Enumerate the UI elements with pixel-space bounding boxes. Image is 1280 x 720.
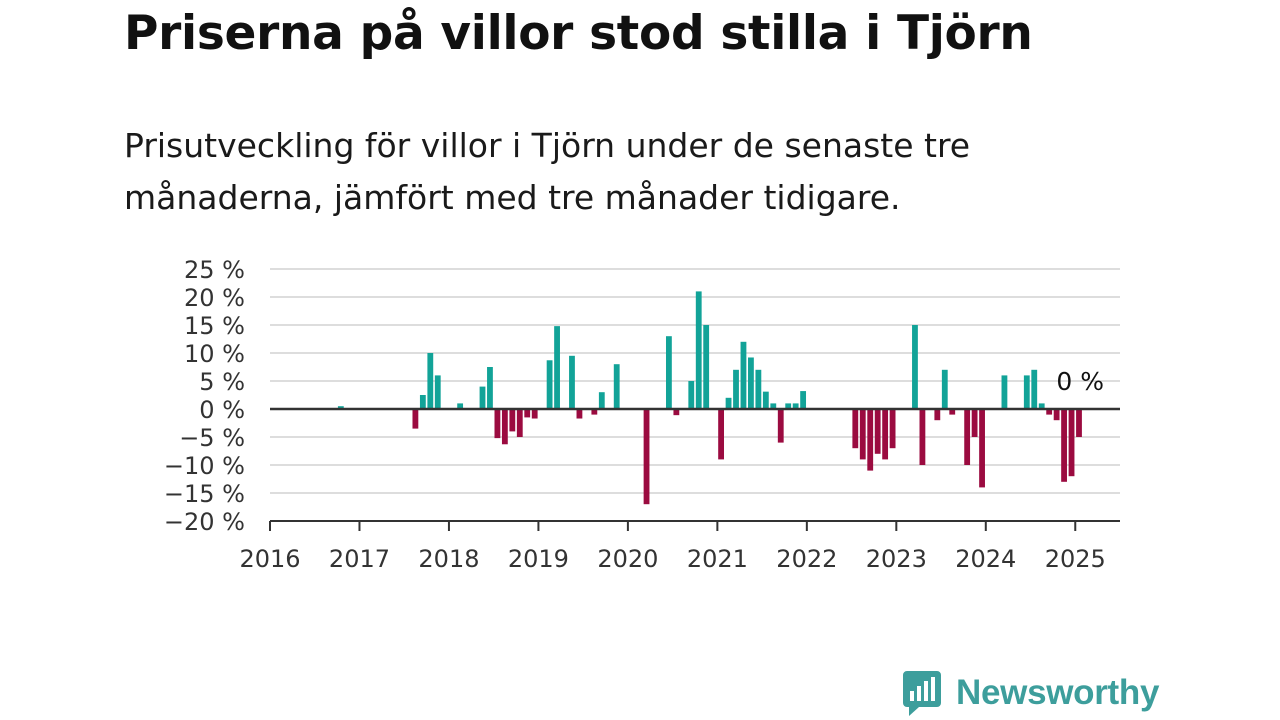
x-tick-label: 2021 bbox=[687, 545, 748, 573]
bar bbox=[501, 409, 508, 445]
bar bbox=[509, 409, 516, 432]
bar bbox=[531, 409, 538, 419]
bar bbox=[591, 409, 598, 415]
bar bbox=[688, 381, 695, 409]
bar bbox=[554, 326, 560, 409]
bar bbox=[1001, 375, 1008, 409]
bar bbox=[412, 409, 419, 429]
bar bbox=[479, 386, 486, 409]
x-tick-label: 2020 bbox=[597, 545, 658, 573]
bar bbox=[785, 403, 792, 409]
bar bbox=[1023, 375, 1030, 409]
bar bbox=[919, 409, 926, 465]
y-tick-label: −10 % bbox=[164, 452, 245, 480]
bar bbox=[643, 409, 650, 505]
bar bbox=[912, 325, 918, 409]
bar bbox=[546, 360, 553, 409]
bar bbox=[598, 392, 605, 409]
x-tick-label: 2016 bbox=[239, 545, 300, 573]
bar bbox=[971, 409, 978, 437]
bar bbox=[569, 355, 575, 409]
bar bbox=[800, 391, 807, 409]
x-tick-label: 2023 bbox=[866, 545, 927, 573]
bar bbox=[487, 367, 493, 409]
bar bbox=[889, 409, 896, 449]
y-tick-label: −5 % bbox=[179, 424, 245, 452]
y-tick-label: 0 % bbox=[199, 396, 245, 424]
y-tick-label: 20 % bbox=[184, 284, 245, 312]
bar bbox=[934, 409, 941, 421]
x-tick-label: 2024 bbox=[955, 545, 1016, 573]
bar bbox=[718, 409, 725, 460]
y-tick-label: 10 % bbox=[184, 340, 245, 368]
bar bbox=[427, 353, 434, 409]
bar bbox=[777, 409, 784, 443]
bar bbox=[748, 357, 754, 409]
bars bbox=[337, 291, 1082, 505]
labels: 25 %20 %15 %10 %5 %0 %−5 %−10 %−15 %−20 … bbox=[164, 256, 1106, 573]
x-tick-label: 2022 bbox=[776, 545, 837, 573]
bar bbox=[792, 403, 799, 409]
bar bbox=[673, 409, 680, 416]
bar bbox=[337, 406, 344, 409]
chart-subtitle: Prisutveckling för villor i Tjörn under … bbox=[124, 126, 971, 217]
x-tick-label: 2018 bbox=[418, 545, 479, 573]
bar bbox=[1076, 409, 1082, 437]
bar bbox=[979, 409, 985, 488]
bar bbox=[949, 409, 956, 415]
y-tick-label: −15 % bbox=[164, 480, 245, 508]
bar bbox=[725, 397, 732, 409]
bar bbox=[695, 291, 702, 409]
bar bbox=[1068, 409, 1075, 477]
bar bbox=[494, 409, 501, 439]
y-tick-label: 25 % bbox=[184, 256, 245, 284]
bar bbox=[755, 369, 762, 409]
last-value-label: 0 % bbox=[1056, 367, 1104, 396]
bar bbox=[852, 409, 859, 449]
x-tick-label: 2025 bbox=[1045, 545, 1106, 573]
bar bbox=[1061, 409, 1067, 482]
bar bbox=[770, 403, 777, 409]
bar bbox=[576, 409, 583, 419]
bar bbox=[1031, 369, 1038, 409]
bar bbox=[874, 409, 881, 454]
axes bbox=[269, 407, 1120, 531]
bar bbox=[1046, 409, 1053, 415]
bar bbox=[516, 409, 523, 437]
bar bbox=[457, 403, 464, 409]
x-tick-label: 2017 bbox=[329, 545, 390, 573]
y-tick-label: −20 % bbox=[164, 508, 245, 536]
bar bbox=[665, 336, 672, 409]
bar bbox=[762, 391, 769, 409]
grid-lines bbox=[270, 268, 1120, 522]
bar bbox=[419, 395, 426, 409]
bar-chart-speech-bubble-icon bbox=[903, 671, 941, 716]
bar bbox=[1038, 403, 1045, 409]
newsworthy-logo: Newsworthy bbox=[902, 668, 1159, 718]
bar bbox=[613, 364, 620, 409]
bar bbox=[882, 409, 889, 460]
y-tick-label: 5 % bbox=[199, 368, 245, 396]
bar bbox=[740, 341, 747, 409]
x-tick-label: 2019 bbox=[508, 545, 569, 573]
brand-name: Newsworthy bbox=[956, 673, 1160, 712]
bar-chart: 25 %20 %15 %10 %5 %0 %−5 %−10 %−15 %−20 … bbox=[164, 256, 1120, 573]
bar bbox=[1053, 409, 1060, 421]
chart-title: Priserna på villor stod stilla i Tjörn bbox=[124, 6, 1033, 61]
bar bbox=[859, 409, 866, 460]
y-tick-label: 15 % bbox=[184, 312, 245, 340]
bar bbox=[733, 369, 739, 409]
bar bbox=[703, 325, 710, 409]
bar bbox=[867, 409, 874, 471]
bar bbox=[524, 409, 531, 418]
bar bbox=[964, 409, 971, 465]
bar bbox=[941, 369, 948, 409]
bar bbox=[434, 375, 441, 409]
